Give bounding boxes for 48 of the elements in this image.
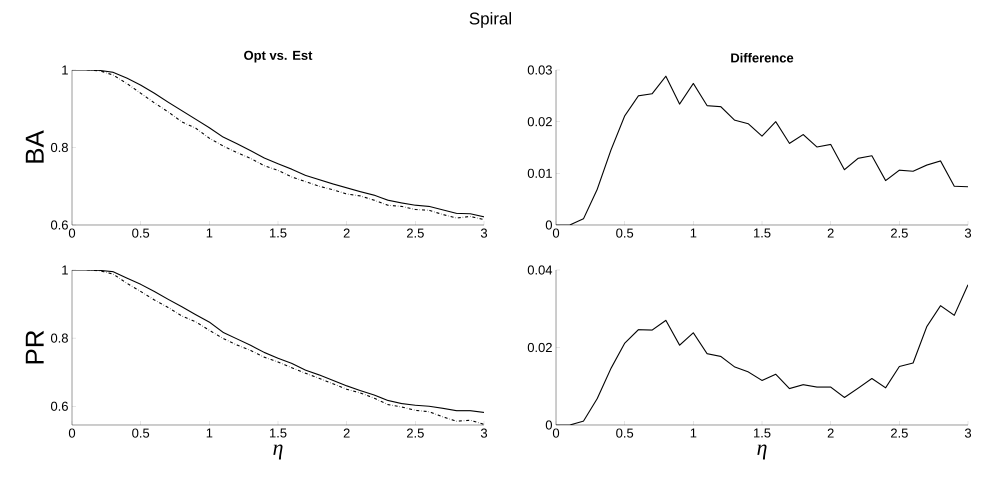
x-tick-label: 2.5 xyxy=(890,428,908,438)
x-tick-label: 2 xyxy=(828,428,834,438)
y-tick-label: 0.02 xyxy=(528,342,552,352)
y-axis-title: PR xyxy=(26,330,44,364)
x-tick-label: 0.5 xyxy=(132,428,150,438)
text: Spiral xyxy=(470,12,512,28)
x-tick-label: 0.5 xyxy=(616,228,634,238)
y-tick-label: 0.03 xyxy=(528,65,552,75)
y-tick-label: 0.02 xyxy=(528,117,552,126)
x-tick-label: 0 xyxy=(552,228,560,238)
x-tick-label: 2.5 xyxy=(890,228,908,238)
x-tick-label: 1 xyxy=(690,228,696,238)
x-tick-label: 1 xyxy=(690,428,696,438)
y-tick-label: 1 xyxy=(62,266,68,274)
x-tick-label: 3 xyxy=(480,428,488,438)
x-tick-label: 2 xyxy=(828,228,834,238)
y-tick-label: 0.8 xyxy=(50,142,68,152)
x-tick-label: 3 xyxy=(480,228,488,238)
y-tick-label: 0.6 xyxy=(50,220,68,230)
x-tick-label: 0 xyxy=(68,228,76,238)
y-tick-label: 0.8 xyxy=(50,334,68,343)
x-tick-label: 2.5 xyxy=(406,428,424,438)
x-tick-label: 3 xyxy=(964,228,972,238)
x-tick-label: 0 xyxy=(68,428,76,438)
x-tick-label: 0 xyxy=(552,428,560,438)
x-tick-label: 0.5 xyxy=(616,428,634,438)
x-tick-label: 0.5 xyxy=(132,228,150,238)
x-axis-title: η xyxy=(757,444,767,460)
y-tick-label: 0.04 xyxy=(528,265,552,275)
x-tick-label: 1 xyxy=(206,428,212,438)
chart-title: Opt vs. Est xyxy=(244,50,312,62)
chart-title: Difference xyxy=(731,52,794,62)
x-tick-label: 1.5 xyxy=(270,428,286,438)
y-tick-label: 0.01 xyxy=(528,168,552,178)
x-tick-label: 3 xyxy=(964,428,972,438)
y-tick-label: 1 xyxy=(62,66,68,74)
y-axis-title: BA xyxy=(26,130,44,163)
x-tick-label: 1.5 xyxy=(754,428,770,438)
x-tick-label: 1.5 xyxy=(270,228,286,238)
x-tick-label: 1 xyxy=(206,228,212,238)
x-tick-label: 2.5 xyxy=(406,228,424,238)
x-tick-label: 1.5 xyxy=(754,228,770,238)
y-tick-label: 0 xyxy=(546,220,552,230)
y-tick-label: 0.6 xyxy=(50,402,68,411)
x-tick-label: 2 xyxy=(344,228,350,238)
y-tick-label: 0 xyxy=(546,420,552,430)
x-axis-title: η xyxy=(273,444,283,460)
x-tick-label: 2 xyxy=(344,428,350,438)
